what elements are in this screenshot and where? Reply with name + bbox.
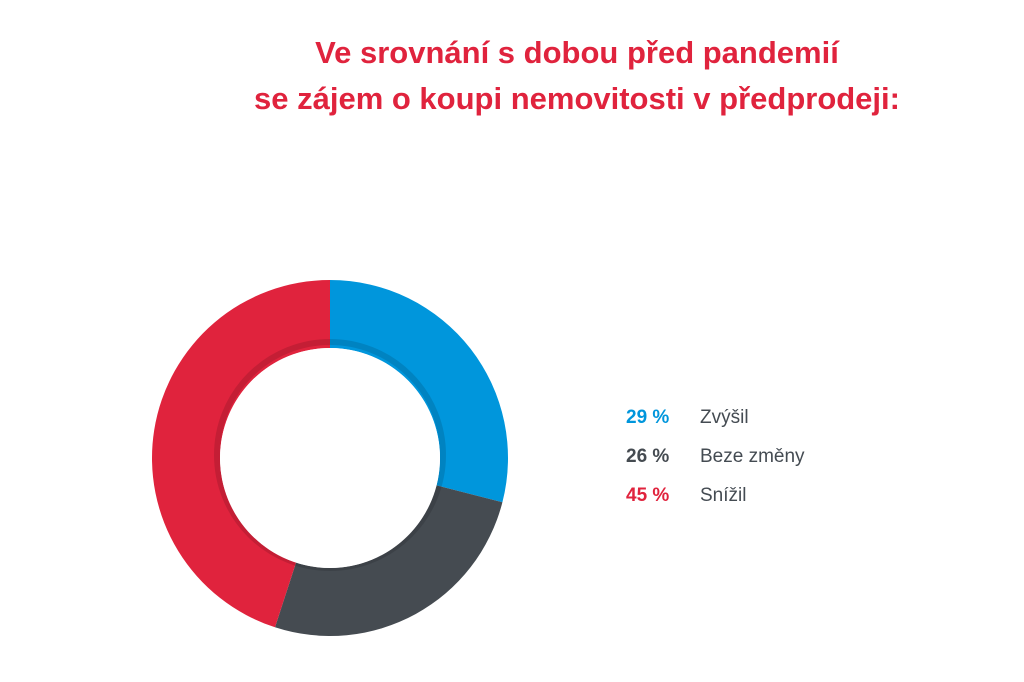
- slice-unchanged: [274, 485, 503, 636]
- legend-value: 29 %: [626, 406, 670, 428]
- donut-hole: [220, 348, 440, 568]
- chart-title-line-1: Ve srovnání s dobou před pandemií: [315, 35, 839, 70]
- slice-decreased: [152, 280, 330, 628]
- legend-item-decreased: 45 % Snížil: [626, 476, 926, 515]
- legend-item-unchanged: 26 % Beze změny: [626, 437, 926, 476]
- slice-increased: [330, 280, 508, 503]
- legend-value: 45 %: [626, 484, 670, 506]
- donut-chart: [152, 280, 508, 636]
- chart-title: Ve srovnání s dobou před pandemií se záj…: [0, 30, 1024, 122]
- legend-label: Zvýšil: [700, 406, 749, 428]
- chart-title-line-2: se zájem o koupi nemovitosti v předprode…: [254, 81, 900, 116]
- legend-label: Beze změny: [700, 445, 805, 467]
- legend-value: 26 %: [626, 445, 670, 467]
- legend-label: Snížil: [700, 484, 747, 506]
- chart-legend: 29 % Zvýšil 26 % Beze změny 45 % Snížil: [626, 398, 926, 515]
- legend-item-increased: 29 % Zvýšil: [626, 398, 926, 437]
